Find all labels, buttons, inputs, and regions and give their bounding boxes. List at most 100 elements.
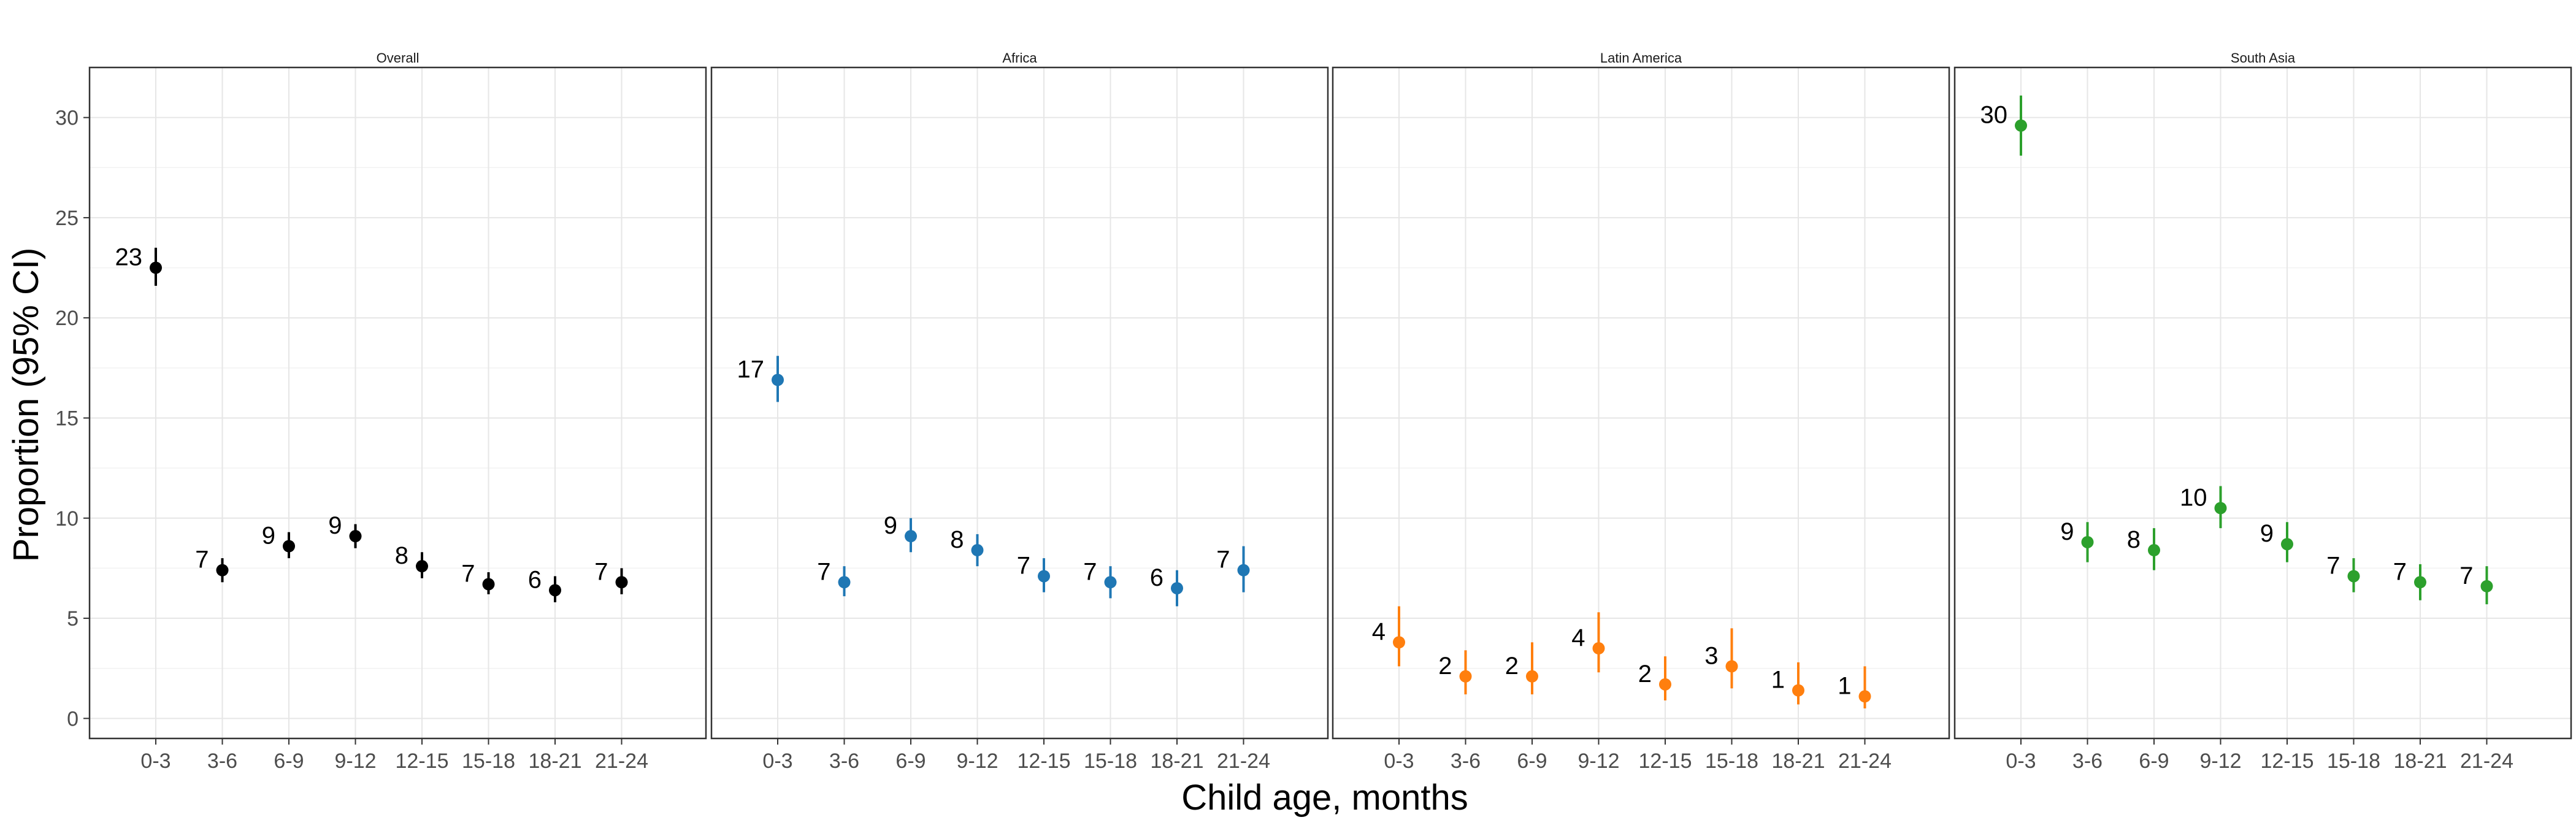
data-point	[772, 374, 784, 386]
data-label: 7	[1216, 546, 1230, 573]
x-tick-label: 12-15	[2261, 749, 2314, 773]
x-tick-label: 9-12	[2199, 749, 2241, 773]
data-label: 9	[328, 512, 342, 539]
x-axis-title: Child age, months	[1181, 778, 1468, 818]
x-tick-label: 3-6	[829, 749, 859, 773]
panel-border	[710, 66, 1329, 740]
y-tick-label: 10	[55, 507, 79, 531]
data-point	[2414, 576, 2426, 589]
data-label: 4	[1372, 618, 1386, 645]
data-point	[1659, 678, 1671, 691]
panel-latin-america: Latin America 0-3 3-6 6-9 9-12 12-15 15-18 18-2…	[1332, 50, 1950, 773]
panel-title: South Asia	[2231, 50, 2296, 66]
panel-border	[88, 66, 707, 740]
x-tick-label: 9-12	[334, 749, 376, 773]
data-point	[482, 578, 495, 591]
data-label: 7	[1083, 558, 1097, 585]
data-point	[1592, 642, 1605, 655]
x-tick-label: 6-9	[1517, 749, 1547, 773]
x-tick-label: 3-6	[207, 749, 237, 773]
data-label: 7	[594, 558, 608, 585]
y-tick-label: 5	[67, 607, 79, 631]
data-point	[1171, 582, 1183, 595]
y-tick-label: 20	[55, 307, 79, 330]
data-point	[416, 560, 428, 573]
x-tick-label: 0-3	[1384, 749, 1414, 773]
data-label: 9	[262, 522, 275, 549]
data-point	[1858, 690, 1871, 703]
x-tick-label: 18-21	[1151, 749, 1204, 773]
data-point	[549, 584, 561, 597]
x-tick-label: 0-3	[140, 749, 171, 773]
data-point	[838, 576, 851, 589]
data-label: 8	[950, 526, 964, 553]
x-tick-label: 15-18	[1705, 749, 1758, 773]
x-tick-label: 21-24	[2460, 749, 2513, 773]
data-point	[1459, 670, 1472, 683]
data-label: 6	[528, 566, 542, 593]
data-label: 7	[2326, 552, 2340, 579]
data-label: 7	[2393, 558, 2407, 585]
panel-title: Africa	[1002, 50, 1037, 66]
data-label: 23	[115, 244, 143, 271]
data-point	[2081, 535, 2094, 548]
x-tick-label: 9-12	[1577, 749, 1619, 773]
data-point	[2214, 502, 2227, 515]
data-label: 9	[884, 512, 897, 539]
panel-africa: Africa 0-3 3-6 6-9 9-12 12-15 15-18 18-21 21-24 1…	[710, 50, 1329, 773]
data-label: 1	[1838, 672, 1851, 699]
y-axis-title: Proportion (95% CI)	[6, 248, 46, 562]
data-label: 2	[1638, 661, 1652, 688]
x-tick-label: 18-21	[1772, 749, 1825, 773]
data-label: 9	[2260, 520, 2274, 547]
data-label: 7	[2459, 562, 2473, 589]
panel-overall: Overall 0-3 3-6 6-9 9-12 12-15 15-18 18-21 21-24…	[88, 50, 707, 773]
panel-border	[1332, 66, 1950, 740]
data-point	[283, 540, 295, 553]
x-tick-label: 21-24	[595, 749, 648, 773]
data-point	[2148, 544, 2160, 557]
data-point	[905, 530, 917, 543]
x-tick-label: 0-3	[762, 749, 792, 773]
panels: Overall 0-3 3-6 6-9 9-12 12-15 15-18 18-21 21-24…	[88, 50, 2572, 773]
x-tick-label: 6-9	[2139, 749, 2169, 773]
data-label: 10	[2180, 484, 2207, 511]
x-tick-label: 3-6	[2072, 749, 2103, 773]
x-tick-label: 12-15	[1639, 749, 1692, 773]
panel-title: Overall	[377, 50, 420, 66]
x-tick-label: 21-24	[1838, 749, 1892, 773]
data-label: 4	[1571, 624, 1585, 651]
data-label: 7	[1017, 552, 1030, 579]
x-tick-label: 12-15	[396, 749, 449, 773]
y-tick-label: 30	[55, 107, 79, 130]
x-tick-label: 9-12	[956, 749, 998, 773]
data-label: 3	[1704, 642, 1718, 669]
data-label: 30	[1980, 102, 2008, 129]
x-tick-label: 15-18	[1084, 749, 1137, 773]
data-point	[1792, 684, 1804, 697]
data-point	[2347, 570, 2360, 583]
data-point	[971, 544, 984, 557]
x-tick-label: 6-9	[274, 749, 304, 773]
x-tick-label: 18-21	[2394, 749, 2447, 773]
data-point	[1038, 570, 1050, 583]
data-point	[2281, 538, 2293, 551]
x-tick-label: 0-3	[2006, 749, 2036, 773]
data-point	[2015, 119, 2027, 132]
data-point	[1393, 636, 1405, 649]
data-label: 8	[2127, 526, 2141, 553]
panel-title: Latin America	[1600, 50, 1682, 66]
panel-south-asia: South Asia 0-3 3-6 6-9 9-12 12-15 15-18 18-21 21…	[1953, 50, 2572, 773]
data-label: 17	[737, 356, 765, 383]
data-point	[1526, 670, 1538, 683]
y-tick-label: 15	[55, 407, 79, 430]
data-label: 2	[1505, 653, 1519, 680]
y-axis: 0 5 10 15 20 25 30	[55, 107, 90, 730]
data-label: 9	[2060, 518, 2074, 545]
data-label: 1	[1771, 667, 1785, 694]
data-label: 7	[195, 546, 209, 573]
data-point	[1725, 660, 1738, 673]
x-tick-label: 6-9	[895, 749, 926, 773]
